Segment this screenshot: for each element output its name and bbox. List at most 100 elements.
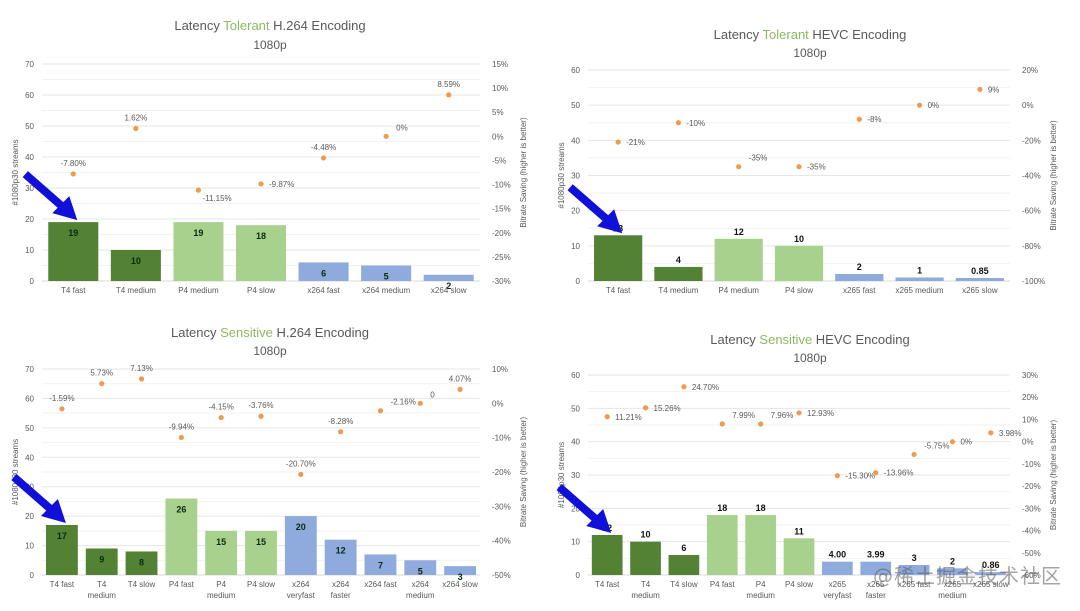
bar-value-label: 0.85 — [971, 266, 989, 276]
category-label: P4 slow — [247, 580, 275, 589]
bar — [714, 238, 763, 281]
bar-value-label: 18 — [717, 503, 727, 513]
bar-value-label: 7 — [378, 560, 383, 570]
arrow-head — [586, 509, 612, 533]
category-label: x265 fast — [898, 580, 931, 589]
saving-point — [258, 181, 264, 187]
saving-point — [338, 429, 344, 435]
category-label: P4 slow — [785, 286, 813, 295]
saving-point — [681, 384, 687, 390]
saving-label: 0% — [960, 438, 972, 447]
bar-value-label: 15 — [216, 537, 226, 547]
category-label: T4 fast — [595, 580, 620, 589]
y2-axis-title: Bitrate Saving (higher is better) — [519, 417, 528, 528]
y2-axis-title: Bitrate Saving (higher is better) — [1049, 420, 1058, 531]
category-label: medium — [746, 591, 775, 600]
bar — [125, 551, 158, 575]
saving-point — [99, 381, 105, 387]
y2-tick-label: 0% — [1022, 101, 1034, 110]
highlight-arrow-icon — [556, 483, 612, 533]
category-label: x265 slow — [962, 286, 998, 295]
saving-point — [133, 125, 139, 132]
saving-label: 7.96% — [771, 411, 794, 420]
y-tick-label: 0 — [30, 571, 35, 580]
bar — [423, 274, 474, 281]
saving-point — [796, 164, 802, 170]
category-label: x265 — [944, 580, 962, 589]
y-tick-label: 50 — [25, 122, 34, 131]
category-label: T4 slow — [670, 580, 698, 589]
bar-value-label: 5 — [418, 566, 423, 576]
arrow-head — [597, 209, 623, 234]
y2-tick-label: -10% — [492, 434, 511, 443]
chart-subtitle: 1080p — [253, 38, 287, 52]
bar-value-label: 2 — [857, 262, 862, 272]
bar — [654, 266, 703, 281]
y-tick-label: 20 — [25, 512, 34, 521]
bar-value-label: 12 — [336, 546, 346, 556]
y-tick-label: 70 — [25, 60, 34, 69]
y-tick-label: 10 — [571, 242, 580, 251]
saving-point — [298, 471, 304, 478]
y2-tick-label: 20% — [1022, 66, 1038, 75]
bar-value-label: 3.99 — [867, 550, 885, 560]
category-label: faster — [866, 591, 886, 600]
y2-tick-label: -30% — [1022, 504, 1041, 513]
saving-point — [70, 171, 76, 177]
y2-tick-label: 15% — [492, 60, 508, 69]
bar — [361, 265, 412, 281]
y2-tick-label: -40% — [1022, 172, 1041, 181]
saving-point — [604, 414, 610, 420]
saving-label: -8.28% — [328, 417, 353, 426]
chart-svg: 0 10 20 30 40 50 60 70 -30% -25% -20% -15% -10% -5% 0%… — [11, 60, 528, 295]
category-label: T4 — [97, 580, 107, 589]
category-label: P4 slow — [785, 580, 813, 589]
bar — [298, 262, 349, 281]
saving-point — [417, 400, 423, 406]
saving-label: -9.94% — [169, 422, 194, 431]
bar — [774, 245, 824, 281]
bar-value-label: 10 — [794, 234, 804, 244]
saving-point — [258, 413, 264, 419]
y-tick-label: 40 — [571, 136, 580, 145]
y-tick-label: 50 — [25, 424, 34, 433]
bar-value-label: 12 — [734, 227, 744, 237]
category-label: T4 fast — [606, 286, 631, 295]
saving-point — [758, 421, 764, 427]
y2-tick-label: -30% — [492, 277, 511, 286]
bar-value-label: 26 — [176, 504, 186, 514]
category-label: P4 fast — [169, 580, 195, 589]
chart-subtitle: 1080p — [793, 46, 827, 60]
bar — [48, 222, 99, 281]
y-tick-label: 0 — [576, 277, 581, 286]
saving-label: 7.99% — [732, 411, 755, 420]
category-label: P4 slow — [247, 286, 275, 295]
category-label: x265 — [829, 580, 847, 589]
saving-label: 9% — [988, 85, 1000, 94]
saving-point — [642, 405, 649, 411]
y2-tick-label: 5% — [492, 108, 504, 117]
y-axis-title: #1080p30 streams — [11, 439, 20, 505]
bar-value-label: 2 — [950, 556, 955, 566]
y2-tick-label: 10% — [492, 365, 508, 374]
bar — [975, 572, 1007, 575]
y2-tick-label: -100% — [1022, 277, 1045, 286]
y2-tick-label: 0% — [492, 399, 504, 408]
y-tick-label: 40 — [25, 153, 34, 162]
y2-tick-label: -5% — [492, 156, 506, 165]
bar — [324, 539, 357, 575]
bar — [898, 565, 930, 575]
y-axis-title: #1080p30 streams — [557, 442, 566, 508]
y2-tick-label: 20% — [1022, 393, 1038, 402]
category-label: T4 slow — [128, 580, 156, 589]
saving-label: -4.48% — [311, 143, 336, 152]
y2-tick-label: -60% — [1022, 571, 1041, 580]
bar — [404, 560, 437, 575]
y2-tick-label: -30% — [492, 502, 511, 511]
bar — [444, 566, 477, 575]
saving-label: 8.59% — [437, 80, 460, 89]
chart-latency-sensitive-h264: Latency Sensitive H.264 Encoding 1080p 0… — [0, 308, 540, 611]
bar — [594, 235, 643, 281]
bar — [783, 538, 815, 575]
bar — [955, 278, 1004, 281]
